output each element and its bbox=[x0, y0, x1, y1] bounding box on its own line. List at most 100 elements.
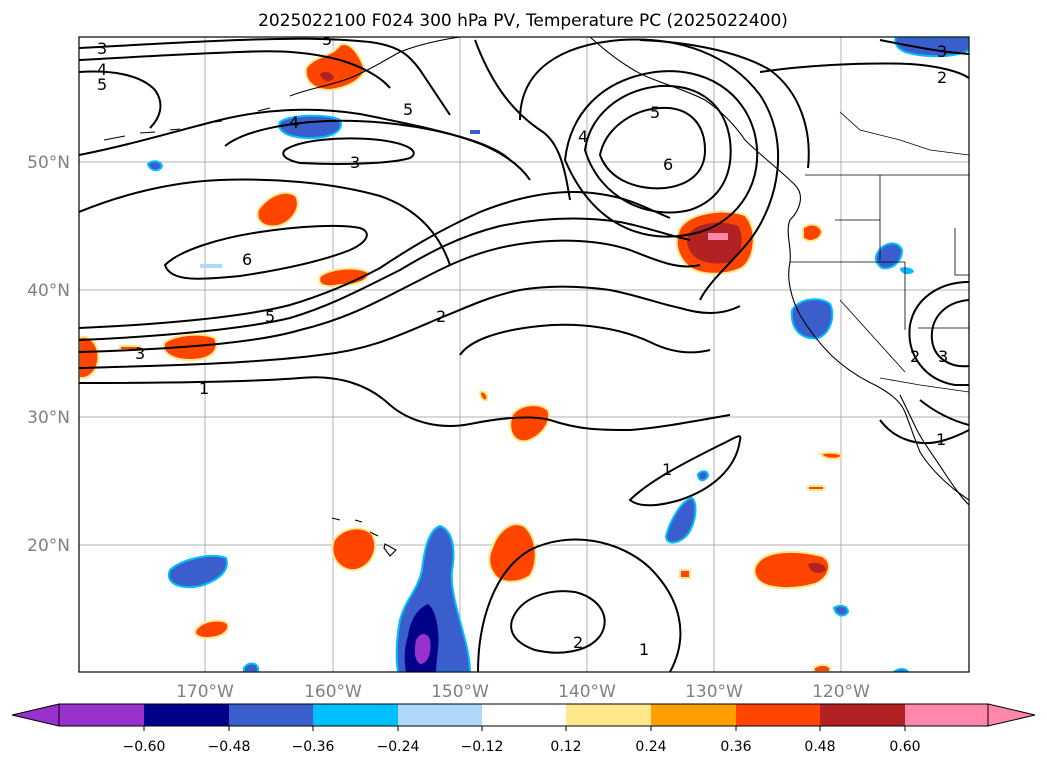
contour-line-24 bbox=[477, 538, 682, 672]
contour-line-21 bbox=[879, 39, 969, 55]
contour-line-7 bbox=[79, 178, 451, 266]
warm-anomaly-i bbox=[488, 523, 537, 583]
colorbar: −0.60 −0.48 −0.36 −0.24 −0.12 0.12 0.24 … bbox=[11, 703, 1036, 755]
map-frame bbox=[78, 36, 970, 673]
contour-label: 5 bbox=[403, 100, 413, 119]
cold-anomaly-l bbox=[243, 662, 259, 672]
colorbar-tick-label: −0.24 bbox=[377, 739, 420, 755]
contour-line-6 bbox=[163, 224, 368, 280]
longitude-labels: 170°W 160°W 150°W 140°W 130°W 120°W bbox=[176, 682, 870, 702]
contour-label: 3 bbox=[135, 344, 145, 363]
baja-coast bbox=[899, 394, 969, 506]
warm-anomaly-core bbox=[687, 222, 742, 264]
colorbar-tick-label: −0.60 bbox=[123, 739, 166, 755]
cold-anomaly-i bbox=[664, 496, 697, 544]
colorbar-tick-label: 0.60 bbox=[889, 739, 920, 755]
contour-line-15 bbox=[583, 84, 732, 214]
contour-label: 1 bbox=[199, 379, 209, 398]
canada-province-border bbox=[839, 111, 969, 156]
contour-label: 3 bbox=[937, 42, 947, 61]
colorbar-ticks bbox=[143, 726, 906, 731]
warm-anomaly-h bbox=[331, 527, 377, 572]
contour-line-25 bbox=[510, 590, 606, 654]
cold-anomaly-g bbox=[167, 554, 228, 589]
lon-label-120w: 120°W bbox=[812, 682, 870, 702]
colorbar-tick-label: −0.48 bbox=[208, 739, 251, 755]
warm-anomaly-j bbox=[753, 550, 831, 590]
contour-label: 2 bbox=[937, 68, 947, 87]
contour-line-14 bbox=[598, 106, 707, 190]
colorbar-tick-label: 0.12 bbox=[550, 739, 581, 755]
alaska-coast bbox=[289, 37, 461, 97]
warm-anomaly-g bbox=[802, 223, 824, 242]
contour-label: 5 bbox=[97, 75, 107, 94]
contour-label: 2 bbox=[573, 633, 583, 652]
lon-label-160w: 160°W bbox=[304, 682, 362, 702]
colorbar-seg bbox=[651, 704, 736, 726]
colorbar-seg bbox=[736, 704, 820, 726]
contour-label: 4 bbox=[578, 127, 588, 146]
contour-line-29 bbox=[879, 419, 969, 445]
lat-label-20n: 20°N bbox=[27, 536, 70, 556]
warm-anomaly-p bbox=[478, 390, 489, 402]
colorbar-seg bbox=[59, 704, 144, 726]
colorbar-seg bbox=[482, 704, 566, 726]
contour-label: 3 bbox=[350, 153, 360, 172]
contour-line-3 bbox=[79, 239, 701, 353]
contour-label: 5 bbox=[650, 103, 660, 122]
contour-label: 5 bbox=[322, 30, 332, 49]
contour-line-20 bbox=[759, 62, 969, 79]
colorbar-seg bbox=[566, 704, 651, 726]
colorbar-seg bbox=[313, 704, 398, 726]
warm-anomaly-e bbox=[509, 404, 550, 443]
state-borders bbox=[790, 175, 969, 373]
contour-label: 3 bbox=[97, 39, 107, 58]
warm-anomaly-a bbox=[256, 191, 299, 228]
cold-anomaly-f bbox=[900, 267, 914, 275]
cold-anomaly-c bbox=[146, 160, 164, 172]
contour-labels: 3 4 5 5 4 3 6 5 3 5 2 1 5 4 6 3 2 1 2 1 … bbox=[97, 30, 948, 659]
contour-line-1 bbox=[79, 376, 731, 432]
lon-label-150w: 150°W bbox=[431, 682, 489, 702]
colorbar-seg bbox=[820, 704, 905, 726]
pv-contours bbox=[79, 37, 969, 672]
lat-label-40n: 40°N bbox=[27, 281, 70, 301]
warm-anomaly-core-j bbox=[808, 562, 826, 573]
contour-line-17 bbox=[519, 38, 780, 301]
warm-anomaly-core-alaska bbox=[320, 71, 334, 82]
contour-label: 1 bbox=[936, 430, 946, 449]
warm-anomaly-k bbox=[194, 619, 230, 640]
cold-anomaly-k bbox=[832, 604, 850, 617]
contour-label: 5 bbox=[265, 307, 275, 326]
contour-line-16 bbox=[563, 70, 759, 238]
contour-label: 6 bbox=[242, 250, 252, 269]
colorbar-tick-label: 0.24 bbox=[635, 739, 666, 755]
contour-line-12 bbox=[79, 50, 391, 89]
colorbar-tick-label: 0.48 bbox=[804, 739, 835, 755]
warm-anomaly-m bbox=[807, 485, 825, 491]
colorbar-tick-label: 0.36 bbox=[720, 739, 751, 755]
contour-label: 3 bbox=[938, 347, 948, 366]
contour-line-4 bbox=[79, 217, 691, 341]
contour-line-11 bbox=[79, 37, 451, 116]
contour-label: 1 bbox=[639, 640, 649, 659]
colorbar-seg bbox=[905, 704, 988, 726]
contour-line-26 bbox=[908, 281, 969, 386]
contour-label: 1 bbox=[662, 460, 672, 479]
lon-label-130w: 130°W bbox=[685, 682, 743, 702]
political-borders bbox=[790, 111, 969, 393]
cold-anomaly-n bbox=[200, 264, 222, 268]
contour-label: 2 bbox=[436, 307, 446, 326]
warm-anomaly-l bbox=[679, 569, 691, 579]
contour-line-18 bbox=[474, 39, 571, 201]
colorbar-tick-label: −0.12 bbox=[461, 739, 504, 755]
warm-anomaly-q bbox=[813, 664, 831, 672]
lon-label-170w: 170°W bbox=[176, 682, 234, 702]
cold-anomaly-d bbox=[790, 298, 834, 340]
contour-line-22 bbox=[459, 323, 711, 356]
contour-label: 6 bbox=[663, 155, 673, 174]
colorbar-seg bbox=[398, 704, 482, 726]
lat-label-30n: 30°N bbox=[27, 408, 70, 428]
contour-line-5 bbox=[79, 191, 671, 329]
warm-anomaly-b bbox=[318, 267, 370, 288]
